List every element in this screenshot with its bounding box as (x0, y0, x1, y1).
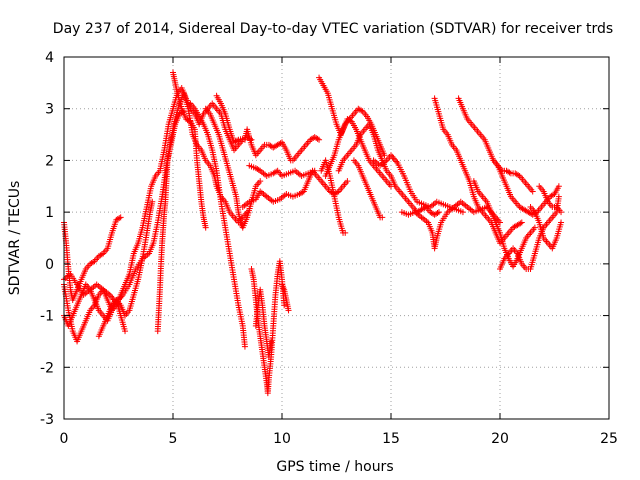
series-arc31 (536, 183, 565, 216)
data-point (555, 193, 562, 200)
series-arc21 (335, 121, 442, 218)
y-tick-label: 0 (45, 257, 54, 273)
data-point (347, 117, 354, 124)
data-point (268, 338, 275, 345)
series-arc17 (289, 134, 323, 164)
data-point (241, 343, 248, 350)
series-arc22 (350, 157, 386, 221)
series-arc13 (279, 281, 292, 314)
series-arc9 (202, 105, 264, 231)
series-arc15 (241, 126, 294, 164)
series-arc8 (187, 100, 248, 350)
y-tick-label: -1 (40, 309, 54, 325)
data-point (116, 215, 123, 222)
plot-frame (63, 56, 610, 420)
x-tick-label: 15 (382, 431, 400, 447)
series-arc27 (470, 178, 538, 270)
x-tick-label: 25 (600, 431, 618, 447)
data-point (421, 204, 428, 211)
data-point (277, 140, 284, 147)
data-point (117, 214, 124, 221)
y-tick-label: 4 (45, 50, 54, 66)
series-arc30 (527, 203, 565, 252)
series-arc16 (239, 167, 351, 210)
data-point (434, 210, 441, 217)
y-tick-label: 3 (45, 102, 54, 118)
data-point (550, 191, 557, 198)
grid (64, 57, 609, 419)
data-point (358, 107, 365, 114)
data-point (342, 229, 349, 236)
data-point (518, 219, 525, 226)
series-arc7 (170, 69, 209, 231)
data-point (281, 302, 288, 309)
series-arc6 (154, 108, 187, 335)
series-arc2 (61, 85, 246, 345)
data-point (185, 117, 192, 124)
data-point (344, 178, 351, 185)
data-point (273, 168, 280, 175)
data-point (435, 209, 442, 216)
data-point (558, 209, 565, 216)
axis-ticks: 0 5 10 15 20 25 -3 -2 -1 0 1 2 3 4 (40, 50, 618, 447)
data-point (257, 178, 264, 185)
y-tick-label: 1 (45, 205, 54, 221)
series-arc20 (318, 157, 349, 236)
series-arc23 (370, 152, 466, 216)
data-point (233, 137, 240, 144)
series-arc14 (246, 162, 318, 179)
y-tick-label: -3 (40, 412, 54, 428)
x-tick-label: 20 (491, 431, 509, 447)
data-point (391, 156, 398, 163)
x-tick-label: 10 (273, 431, 291, 447)
data-point (529, 188, 536, 195)
y-axis-label: SDTVAR / TECUs (7, 181, 23, 296)
series-arc11 (248, 258, 288, 397)
x-axis-label: GPS time / hours (276, 459, 393, 475)
data-point (515, 172, 522, 179)
series-arc29 (497, 193, 562, 273)
series-arc5 (95, 297, 129, 340)
data-point (90, 259, 97, 266)
data-point (506, 169, 513, 176)
data-point (381, 152, 388, 159)
chart-title: Day 237 of 2014, Sidereal Day-to-day VTE… (53, 21, 613, 37)
x-tick-label: 5 (169, 431, 178, 447)
data-point (390, 155, 397, 162)
data-point (122, 328, 129, 335)
data-point (379, 214, 386, 221)
data-point (459, 209, 466, 216)
data-point (314, 135, 321, 142)
data-point (517, 220, 524, 227)
data-points (61, 69, 565, 397)
x-tick-label: 0 (60, 431, 69, 447)
series-arc12 (252, 286, 275, 360)
data-point (108, 293, 115, 300)
data-point (149, 198, 156, 205)
y-tick-label: 2 (45, 153, 54, 169)
y-tick-label: -2 (40, 360, 54, 376)
data-point (255, 166, 262, 173)
data-point (285, 307, 292, 314)
data-point (202, 224, 209, 231)
data-point (531, 224, 538, 231)
data-point (98, 251, 105, 258)
data-point (558, 219, 565, 226)
data-point (555, 183, 562, 190)
data-point (316, 136, 323, 143)
